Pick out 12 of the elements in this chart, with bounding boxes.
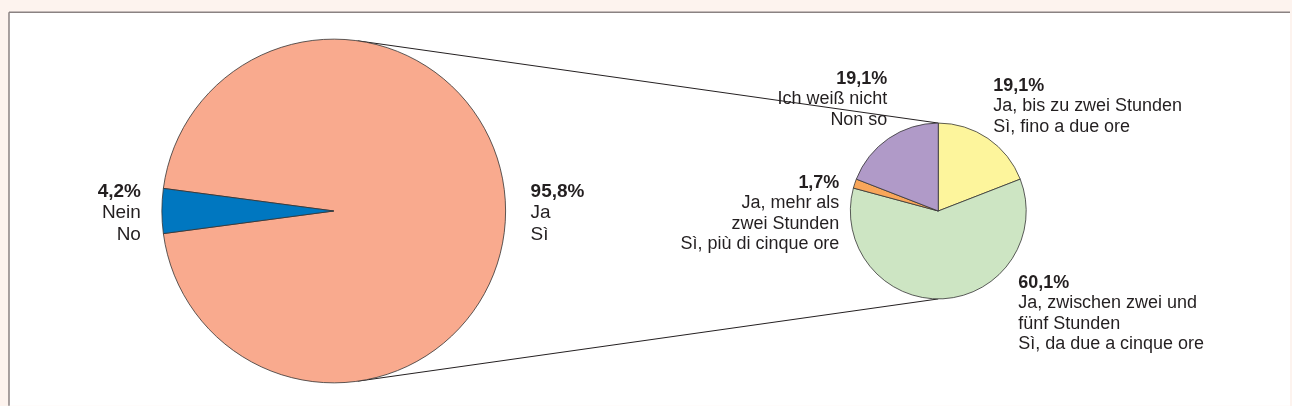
data-label: 60,1% (1018, 271, 1070, 292)
data-label: 19,1% (993, 75, 1045, 96)
data-label: 95,8% (530, 180, 585, 202)
slice-label: Ja Sì (530, 201, 552, 244)
slice-label: Nein No (101, 201, 141, 244)
data-label: 4,2% (97, 180, 142, 202)
pie-slice (162, 38, 506, 384)
data-label: 1,7% (798, 172, 840, 193)
data-label: 19,1% (836, 68, 888, 89)
slice-label: Ja, bis zu zwei Stunden Sì, fino a due ore (993, 95, 1183, 136)
slice-label: Ja, zwischen zwei und fünf Stunden Sì, da due a cinque ore (1018, 292, 1205, 353)
slice-label: Ja, mehr als zwei Stunden Sì, più di cinque ore (680, 192, 840, 253)
